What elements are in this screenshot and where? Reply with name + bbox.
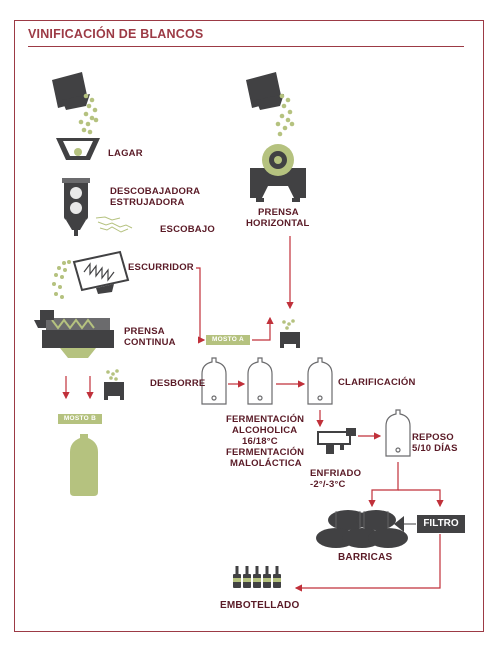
label-enfriado-2: -2°/-3°C — [310, 479, 346, 490]
label-fermentacion-4: FERMENTACIÓN — [226, 447, 305, 458]
label-reposo-2: 5/10 DÍAS — [412, 443, 458, 454]
label-escobajo: ESCOBAJO — [160, 224, 215, 235]
label-desborre: DESBORRE — [150, 378, 206, 389]
prensa-continua-icon — [34, 310, 114, 358]
tag-mosto-b: MOSTO B — [58, 414, 102, 424]
label-fermentacion-3: 16/18°C — [242, 436, 278, 447]
label-enfriado-1: ENFRIADO — [310, 468, 362, 479]
prensa-horizontal-icon — [250, 144, 306, 202]
label-reposo-1: REPOSO — [412, 432, 454, 443]
grape-bin-right-icon — [246, 72, 295, 137]
tag-mosto-a: MOSTO A — [206, 335, 250, 345]
escurridor-icon — [52, 250, 130, 299]
filtro-box: FILTRO — [417, 515, 465, 533]
label-fermentacion-5: MALOLÁCTICA — [230, 458, 302, 469]
label-prensa-horizontal-1: PRENSA — [258, 207, 299, 218]
tank-desborre-icon — [201, 357, 227, 405]
diagram-frame — [14, 20, 484, 632]
barricas-icon — [316, 510, 408, 548]
label-estrujadora: ESTRUJADORA — [110, 197, 185, 208]
label-prensa-horizontal-2: HORIZONTAL — [246, 218, 310, 229]
label-prensa-continua-1: PRENSA — [124, 326, 165, 337]
bottles-icon — [233, 566, 281, 588]
label-descobajadora: DESCOBAJADORA — [110, 186, 201, 197]
label-embotellado: EMBOTELLADO — [220, 600, 300, 611]
horizontal-lees-bin-icon — [280, 319, 300, 348]
mosto-b-tank-icon — [70, 434, 98, 496]
label-prensa-continua-2: CONTINUA — [124, 337, 176, 348]
title-divider — [28, 46, 464, 47]
label-escurridor: ESCURRIDOR — [128, 262, 194, 273]
escobajo-icon — [95, 216, 133, 233]
label-lagar: LAGAR — [108, 148, 143, 159]
enfriador-icon — [317, 428, 356, 454]
lagar-icon — [56, 138, 100, 160]
tank-clarificacion-icon — [307, 357, 333, 405]
lees-bin-icon — [104, 369, 124, 400]
tank-reposo-icon — [385, 409, 411, 457]
label-fermentacion-1: FERMENTACIÓN — [226, 414, 305, 425]
page-title: VINIFICACIÓN DE BLANCOS — [28, 27, 204, 41]
label-clarificacion: CLARIFICACIÓN — [338, 377, 416, 388]
descobajadora-icon — [62, 178, 90, 236]
label-fermentacion-2: ALCOHOLICA — [232, 425, 298, 436]
tank-fermentacion-icon — [247, 357, 273, 405]
label-barricas: BARRICAS — [338, 552, 393, 563]
grape-bin-left-icon — [52, 72, 99, 135]
